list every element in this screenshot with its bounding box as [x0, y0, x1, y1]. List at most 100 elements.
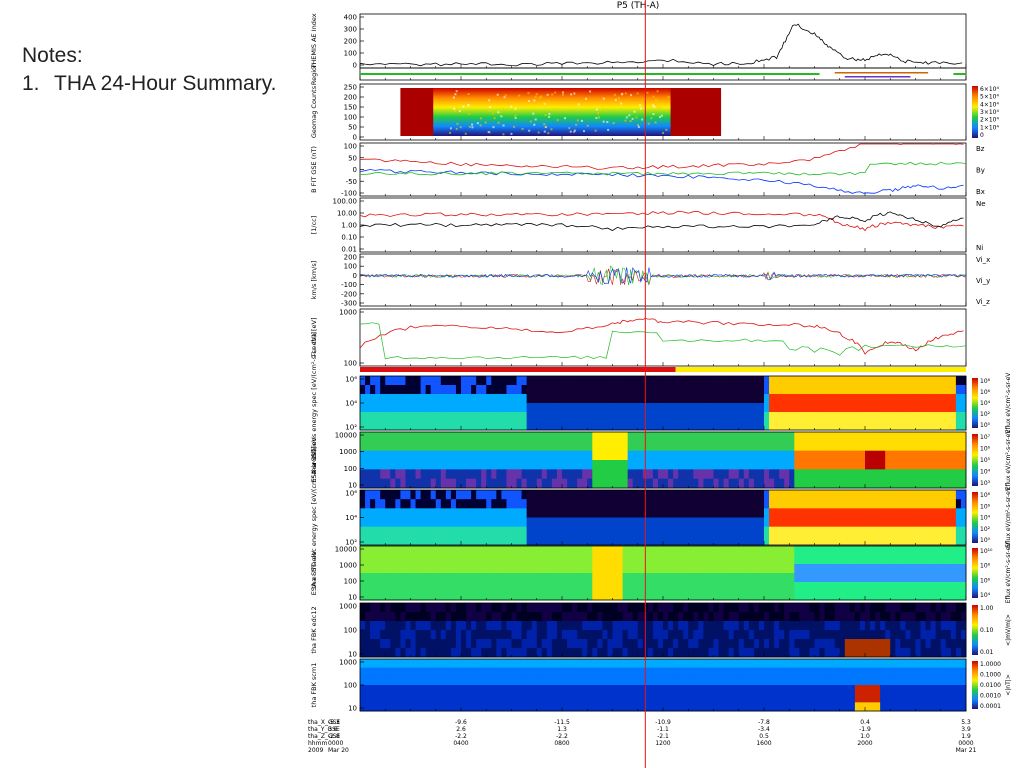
xaxis-tick-value: -2.2 — [556, 733, 568, 740]
mode-bar-slow — [675, 367, 966, 372]
region-bar-sheath — [834, 72, 929, 74]
esa-electron-spectrogram — [360, 546, 967, 601]
ytick-label: 10 — [348, 705, 357, 713]
panel-frame — [359, 197, 967, 253]
te-line — [359, 322, 967, 360]
ytick-label: 100 — [344, 465, 357, 473]
notes-block: Notes: 1. THA 24-Hour Summary. — [22, 42, 282, 97]
colorbar-title: <|nT|> — [1005, 674, 1012, 696]
colorbar-label: 10⁶ — [980, 503, 991, 510]
ytick-label: 100 — [344, 114, 357, 122]
colorbar-label: 10⁰ — [980, 422, 991, 429]
ytick-label: 10 — [348, 482, 357, 490]
colorbar-label: 10⁷ — [980, 434, 991, 441]
ytick-label: 10⁶ — [345, 490, 357, 498]
panel-ylabel: THEMIS AE Index — [310, 13, 318, 69]
panel-ylabel: ESA i+ tha eV — [310, 437, 318, 483]
xaxis-tick-value: 1600 — [756, 740, 771, 747]
ytick-label: 10⁴ — [345, 514, 357, 522]
colorbar-label: 0.0010 — [980, 693, 1001, 700]
themis-summary-figure: P5 (TH-A) THEMIS AE Index 400 300 200 100 0 Reg… — [300, 0, 1020, 768]
xaxis-tick-value: 0.5 — [759, 733, 769, 740]
ytick-label: -100 — [341, 190, 357, 198]
xaxis-row-label: tha_Z_GSE — [308, 733, 340, 740]
colorbar-label: 6×10⁴ — [980, 86, 999, 93]
colorbar-label: 10⁸ — [980, 378, 991, 385]
panel-frame — [359, 253, 967, 307]
ytick-label: 250 — [344, 84, 357, 92]
ytick-label: 10000 — [335, 546, 357, 554]
geomag-counts-image — [400, 88, 722, 136]
ytick-label: 200 — [344, 254, 357, 262]
ytick-label: 300 — [344, 26, 357, 34]
legend-entry: Vi_z — [976, 298, 990, 306]
xaxis-tick-value: -1.1 — [657, 726, 669, 733]
colorbar-label: 10⁴ — [980, 400, 991, 407]
xaxis-tick-value: Mar 21 — [956, 747, 977, 754]
ytick-label: 100 — [344, 143, 357, 151]
xaxis-start-value: Mar 20 — [328, 747, 349, 754]
plot-title: P5 (TH-A) — [617, 1, 660, 11]
ytick-label: 0 — [353, 166, 357, 174]
ytick-label: 10⁶ — [345, 376, 357, 384]
ytick-label: -200 — [341, 290, 357, 298]
ne-line — [359, 210, 964, 232]
colorbar-label: 0.1000 — [980, 672, 1001, 679]
region-bar-boundary — [844, 76, 911, 78]
xaxis-tick-value: 2.6 — [456, 726, 466, 733]
panel-ylabel: B FIT GSE (nT) — [310, 146, 318, 193]
ytick-label: 0.01 — [341, 246, 357, 254]
xaxis-tick-value: -10.9 — [655, 719, 671, 726]
ytick-label: 10.00 — [337, 210, 357, 218]
bx-line — [359, 169, 964, 194]
ytick-label: 100 — [344, 578, 357, 586]
colorbar-label: 10⁴ — [980, 592, 991, 599]
colorbar-label: 0.01 — [980, 649, 994, 656]
xaxis-start-value: 3.6 — [328, 726, 338, 733]
ytick-label: 10 — [348, 594, 357, 602]
ytick-label: 100 — [344, 360, 357, 368]
legend-entry: Vi_x — [976, 256, 990, 264]
xaxis-row-label: tha_Y_GSE — [308, 726, 340, 733]
legend-entry: Ni — [976, 244, 983, 252]
by-line — [359, 161, 967, 176]
colorbar — [972, 86, 978, 138]
colorbar — [972, 605, 978, 655]
panel-frame — [359, 308, 967, 367]
xaxis-start-value: -5.3 — [328, 719, 340, 726]
notes-item-number: 1. — [22, 71, 40, 95]
ytick-label: -300 — [341, 300, 357, 308]
mode-bar-fast — [360, 367, 676, 372]
region-bar-solarwind — [360, 73, 820, 75]
notes-item: 1. THA 24-Hour Summary. — [22, 70, 282, 98]
ytick-label: 0 — [353, 134, 357, 142]
panel-ylabel: tha FBK edc12 — [310, 606, 318, 653]
colorbar-title: Eflux eV/cm²-s-sr-eV — [1005, 542, 1012, 604]
ytick-label: 400 — [344, 14, 357, 22]
colorbar-label: 10² — [980, 411, 991, 418]
fbk-scm1-spectrogram — [360, 659, 967, 712]
vx-line — [359, 268, 967, 286]
colorbar-label: 10¹⁰ — [980, 548, 993, 555]
colorbar-label: 10⁶ — [980, 446, 991, 453]
xaxis-tick-value: 1.0 — [860, 733, 870, 740]
notes-heading: Notes: — [22, 44, 83, 67]
panel-frame — [359, 142, 967, 197]
ytick-label: 1000 — [339, 309, 357, 317]
ytick-label: 1000 — [339, 448, 357, 456]
ytick-label: 1000 — [339, 562, 357, 570]
colorbar-label: 10⁸ — [980, 563, 991, 570]
colorbar-label: 0.0001 — [980, 703, 1001, 710]
ytick-label: 0.10 — [341, 234, 357, 242]
colorbar-label: 5×10⁴ — [980, 94, 999, 101]
ytick-label: 0 — [353, 272, 357, 280]
colorbar-title: Eflux eV/cm²-s-sr-eV — [1005, 486, 1012, 548]
colorbar-label: 0 — [980, 132, 984, 139]
colorbar-label: 3×10⁴ — [980, 109, 999, 116]
colorbar-label: 1.0000 — [980, 661, 1001, 668]
legend-entry: Bz — [976, 145, 985, 153]
xaxis-row-label: hhmm — [308, 740, 327, 747]
ytick-label: 10 — [348, 651, 357, 659]
ytick-label: 0 — [353, 62, 357, 70]
colorbar-label: 10⁶ — [980, 577, 991, 584]
